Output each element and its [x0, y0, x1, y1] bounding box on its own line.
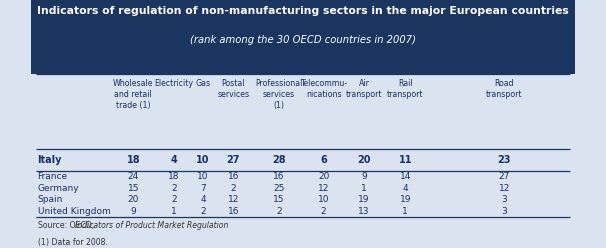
Text: 27: 27 [227, 155, 240, 165]
Text: Postal
services: Postal services [218, 79, 250, 99]
Text: 2: 2 [171, 184, 177, 192]
Text: 10: 10 [197, 172, 208, 181]
Text: 18: 18 [127, 155, 140, 165]
Text: 12: 12 [228, 195, 239, 204]
FancyBboxPatch shape [31, 0, 575, 74]
Text: .: . [155, 221, 158, 230]
Text: 1: 1 [361, 184, 367, 192]
Text: 23: 23 [498, 155, 511, 165]
Text: (1) Data for 2008.: (1) Data for 2008. [38, 238, 108, 247]
Text: Telecommu-
nications: Telecommu- nications [300, 79, 347, 99]
Text: 19: 19 [399, 195, 411, 204]
Text: 2: 2 [230, 184, 236, 192]
Text: 18: 18 [168, 172, 180, 181]
Text: Wholesale
and retail
trade (1): Wholesale and retail trade (1) [113, 79, 153, 110]
Text: France: France [38, 172, 68, 181]
Text: 1: 1 [171, 207, 177, 216]
Text: 13: 13 [358, 207, 370, 216]
Text: 14: 14 [399, 172, 411, 181]
Text: 16: 16 [228, 207, 239, 216]
Text: 15: 15 [273, 195, 285, 204]
Text: 2: 2 [171, 195, 177, 204]
Text: 16: 16 [228, 172, 239, 181]
Text: 3: 3 [501, 207, 507, 216]
Text: 10: 10 [196, 155, 210, 165]
Text: Electricity: Electricity [155, 79, 193, 88]
Text: 28: 28 [272, 155, 286, 165]
Text: Spain: Spain [38, 195, 63, 204]
Text: Gas: Gas [195, 79, 210, 88]
Text: 19: 19 [358, 195, 370, 204]
Text: 7: 7 [200, 184, 206, 192]
Text: (rank among the 30 OECD countries in 2007): (rank among the 30 OECD countries in 200… [190, 35, 416, 45]
Text: 9: 9 [130, 207, 136, 216]
Text: Source: OECD,: Source: OECD, [38, 221, 96, 230]
Text: 20: 20 [357, 155, 371, 165]
Text: 2: 2 [276, 207, 282, 216]
Text: United Kingdom: United Kingdom [38, 207, 110, 216]
Text: 20: 20 [128, 195, 139, 204]
Text: Italy: Italy [38, 155, 62, 165]
Text: 15: 15 [127, 184, 139, 192]
Text: 12: 12 [318, 184, 329, 192]
Text: 12: 12 [499, 184, 510, 192]
Text: Air
transport: Air transport [345, 79, 382, 99]
Text: 6: 6 [321, 155, 327, 165]
Text: 2: 2 [321, 207, 327, 216]
Text: 16: 16 [273, 172, 285, 181]
Text: 2: 2 [200, 207, 205, 216]
Text: 10: 10 [318, 195, 330, 204]
Text: 24: 24 [128, 172, 139, 181]
Text: 4: 4 [200, 195, 205, 204]
Text: 11: 11 [399, 155, 412, 165]
Text: 4: 4 [171, 155, 178, 165]
Text: 20: 20 [318, 172, 329, 181]
Text: 4: 4 [402, 184, 408, 192]
Text: 1: 1 [402, 207, 408, 216]
Text: Indicators of Product Market Regulation: Indicators of Product Market Regulation [75, 221, 228, 230]
Text: 3: 3 [501, 195, 507, 204]
Text: Professional
services
(1): Professional services (1) [255, 79, 303, 110]
Text: Rail
transport: Rail transport [387, 79, 424, 99]
Text: Road
transport: Road transport [486, 79, 522, 99]
Text: Germany: Germany [38, 184, 79, 192]
Text: 9: 9 [361, 172, 367, 181]
Text: Indicators of regulation of non-manufacturing sectors in the major European coun: Indicators of regulation of non-manufact… [37, 6, 569, 16]
Text: 27: 27 [499, 172, 510, 181]
Text: 25: 25 [273, 184, 285, 192]
